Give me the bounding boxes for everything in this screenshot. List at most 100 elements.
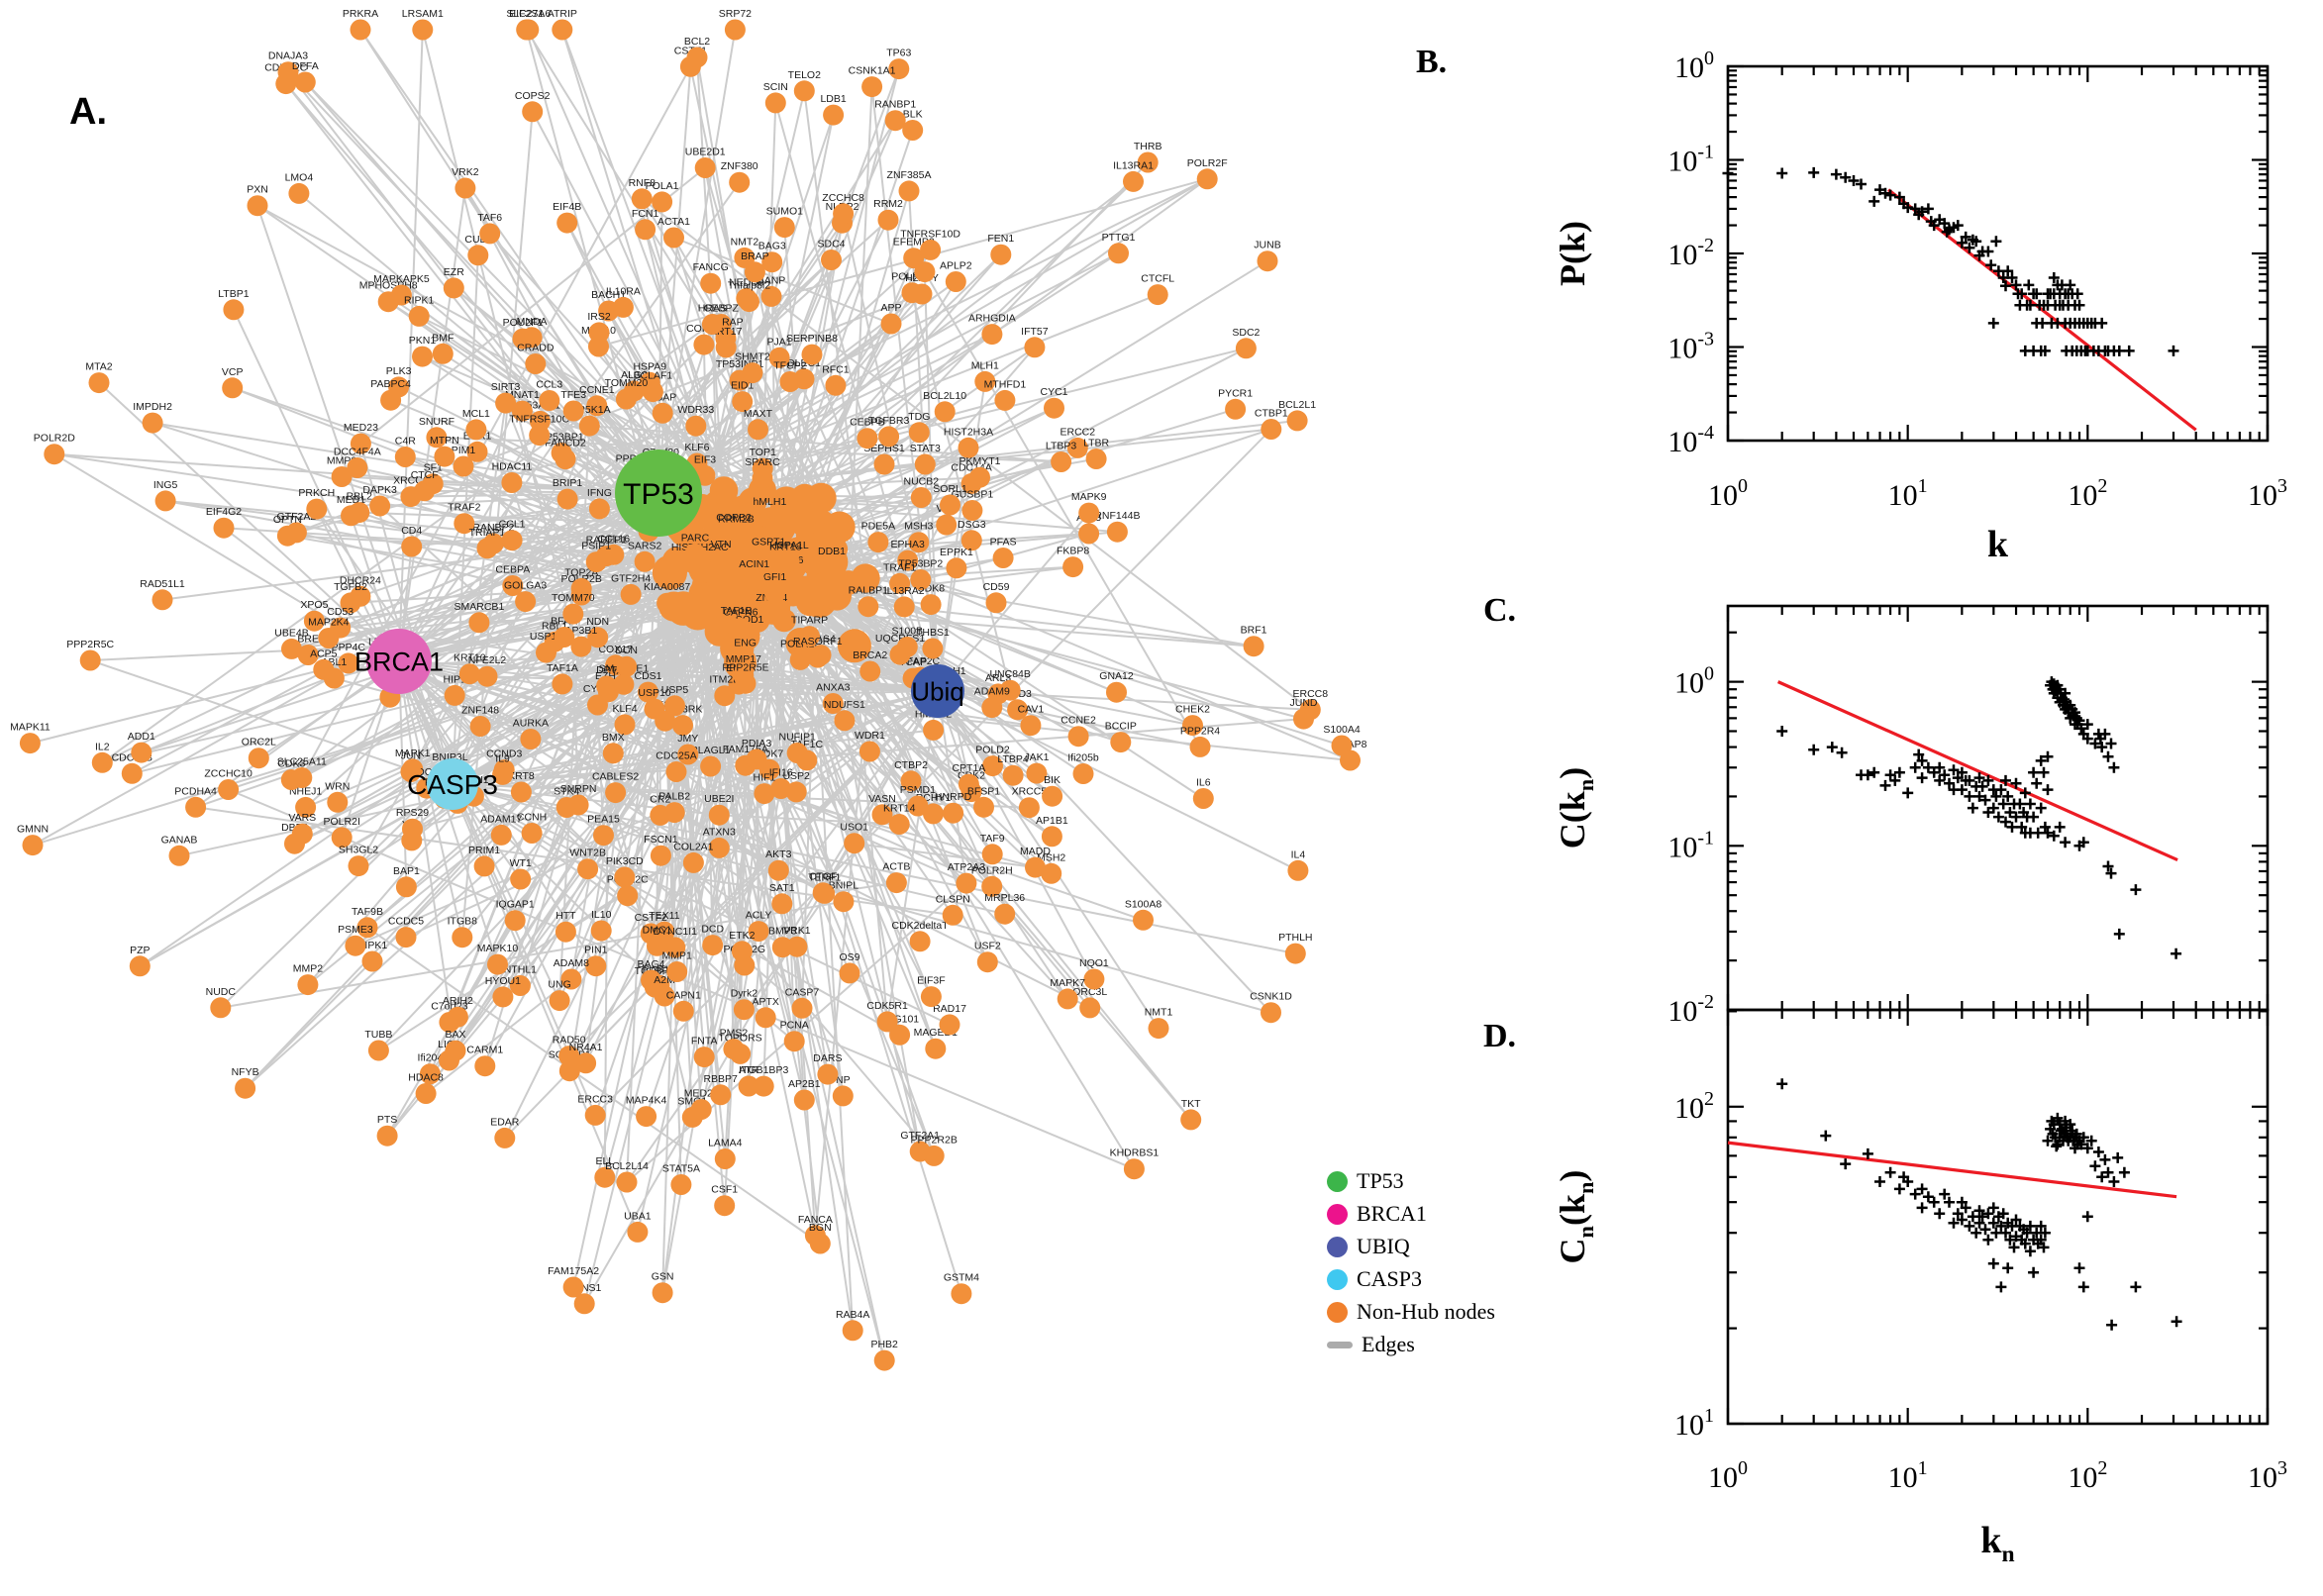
data-point xyxy=(1902,1176,1914,1187)
node-label: DHCR24 xyxy=(340,574,381,586)
data-point xyxy=(2035,1220,2047,1232)
data-point xyxy=(2024,1220,2036,1232)
node-label: KRT18 xyxy=(769,541,802,552)
network-node xyxy=(400,761,422,782)
node-label: NUCB2 xyxy=(904,476,940,488)
data-point xyxy=(1976,1211,1988,1223)
network-node xyxy=(925,1038,947,1059)
data-point xyxy=(1990,1227,2002,1239)
network-node xyxy=(700,755,722,777)
network-node xyxy=(748,419,768,441)
network-node xyxy=(666,961,688,982)
node-label: S100A8 xyxy=(1125,898,1162,910)
network-edge xyxy=(743,256,939,692)
network-edge xyxy=(219,900,845,1009)
network-node xyxy=(664,695,685,717)
network-node xyxy=(641,969,661,991)
node-label: DDB1 xyxy=(818,546,846,557)
node-label: CTBP1 xyxy=(1255,408,1288,420)
network-edge xyxy=(477,258,833,624)
network-edge xyxy=(398,660,463,939)
node-label: SIRT3 xyxy=(491,381,521,393)
network-node xyxy=(686,47,708,68)
data-point xyxy=(1722,167,1734,179)
network-node xyxy=(578,415,600,437)
node-label: PABPC4 xyxy=(370,378,411,390)
network-node xyxy=(467,245,489,266)
node-label: JUNB xyxy=(1254,240,1280,251)
data-point xyxy=(1879,187,1891,199)
node-label: EIF4G2 xyxy=(206,506,242,518)
network-node xyxy=(714,1148,736,1169)
node-label: PRKCH xyxy=(298,487,335,499)
network-edge xyxy=(657,293,1160,494)
data-point xyxy=(2010,279,2022,291)
network-node xyxy=(920,986,942,1008)
network-node xyxy=(558,1060,580,1082)
network-node xyxy=(911,283,933,305)
node-label: UNG xyxy=(548,979,570,991)
data-point xyxy=(1941,226,1953,238)
node-label: MSH3 xyxy=(904,521,933,533)
network-node xyxy=(1078,523,1100,545)
network-node xyxy=(345,935,366,956)
network-node xyxy=(821,556,843,578)
node-label: RIPK1 xyxy=(404,294,435,306)
network-node xyxy=(408,305,430,327)
network-node xyxy=(588,322,610,344)
node-label: UBE4B xyxy=(274,627,308,639)
node-label: IRS2 xyxy=(587,311,611,323)
data-point xyxy=(2105,738,2117,749)
node-label: WDR33 xyxy=(677,404,714,416)
panel-label-c: C. xyxy=(1483,592,1517,629)
node-label: TAF6 xyxy=(477,212,502,224)
data-point xyxy=(2099,1153,2111,1165)
network-node xyxy=(313,658,335,680)
node-label: MAPK10 xyxy=(477,943,519,954)
network-node xyxy=(672,1000,694,1022)
data-point xyxy=(1995,1281,2007,1293)
data-point xyxy=(1916,772,1928,784)
data-point xyxy=(1970,236,1982,248)
network-node xyxy=(817,1063,839,1085)
data-point xyxy=(2081,719,2093,731)
panel-label-a: A. xyxy=(69,91,107,133)
node-label: FSCN1 xyxy=(644,834,678,846)
network-node xyxy=(755,1007,776,1029)
data-point xyxy=(1826,742,1838,753)
network-node xyxy=(873,1349,895,1371)
node-label: PPP2R5E xyxy=(722,661,768,673)
legend-label: BRCA1 xyxy=(1357,1201,1427,1226)
legend-color-dot xyxy=(1327,1236,1348,1257)
node-label: GSPT1 xyxy=(752,536,786,548)
network-node xyxy=(306,498,328,520)
node-label: COPS2 xyxy=(515,90,551,102)
data-point xyxy=(1997,1208,2009,1220)
network-edge xyxy=(101,615,746,764)
network-node xyxy=(401,536,423,557)
network-edge xyxy=(937,690,1299,872)
network-node xyxy=(969,466,990,488)
node-label: ADAM8 xyxy=(554,957,589,969)
network-node xyxy=(468,612,490,634)
node-label: MAPK7 xyxy=(1050,977,1085,989)
data-point xyxy=(2168,345,2179,356)
node-label: EIF2S1 xyxy=(509,8,544,20)
network-node xyxy=(454,177,476,199)
node-label: PKN1 xyxy=(409,335,437,347)
data-point xyxy=(1776,167,1788,179)
data-point xyxy=(2002,790,2014,802)
node-label: TRAF2 xyxy=(448,502,480,514)
data-point xyxy=(2073,1262,2085,1274)
node-label: TRAF1 xyxy=(883,561,916,573)
node-label: NP xyxy=(836,1074,851,1086)
network-node xyxy=(748,921,769,943)
network-edge xyxy=(588,425,1062,463)
y-tick-label: 101 xyxy=(1674,1405,1714,1442)
node-label: ANXA3 xyxy=(816,682,851,694)
node-label: EZR xyxy=(444,266,464,278)
network-node xyxy=(614,714,636,736)
network-node xyxy=(844,833,865,854)
node-label: SHMT2 xyxy=(735,351,770,363)
network-edge xyxy=(452,402,507,785)
